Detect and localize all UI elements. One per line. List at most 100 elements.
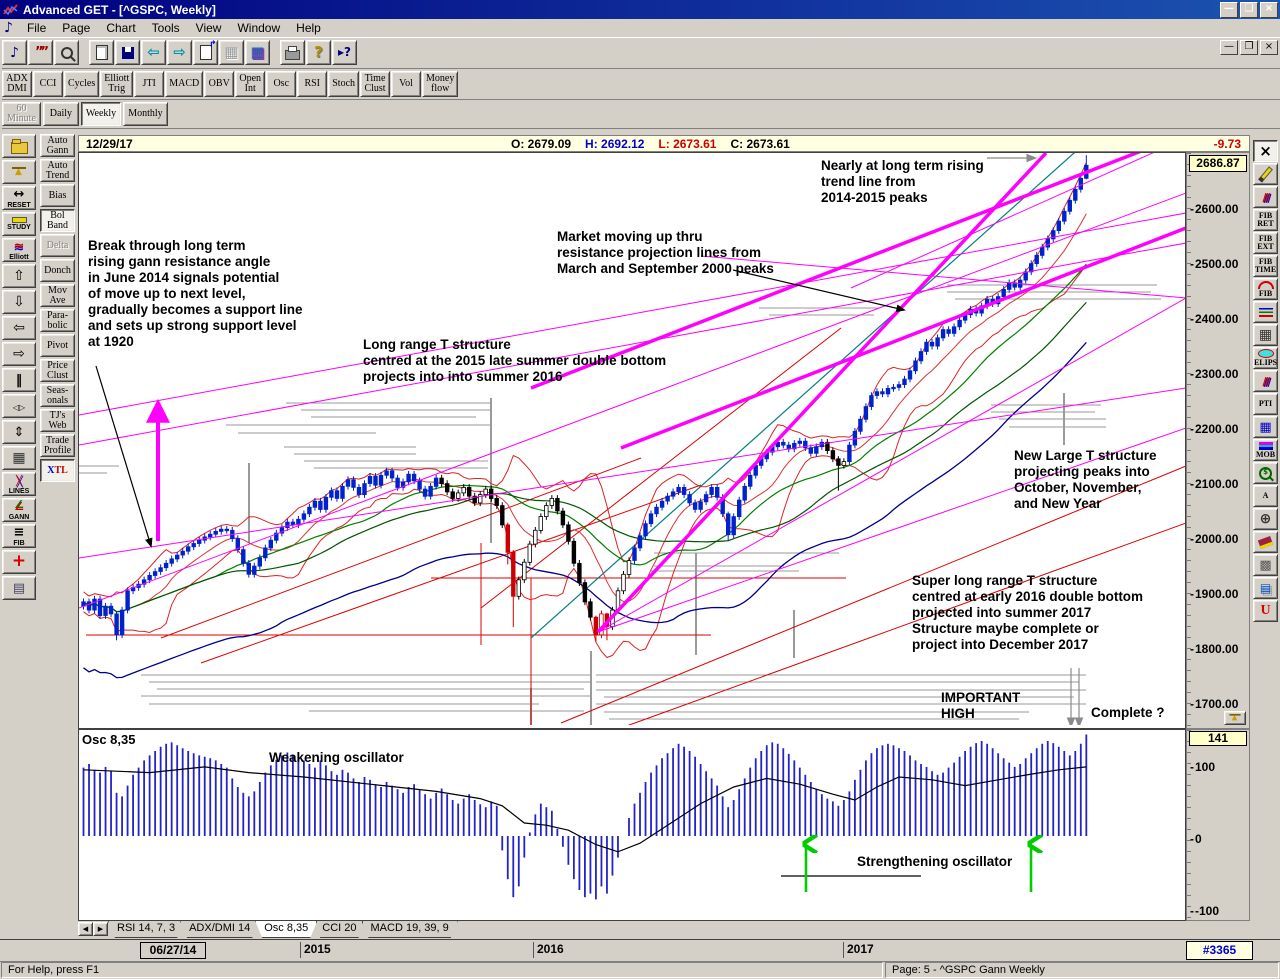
menu-page[interactable]: Page — [62, 21, 91, 35]
stoch-study-button[interactable]: Stoch — [328, 70, 360, 97]
oscillator-axis[interactable]: 141 100 0 -100 — [1186, 729, 1250, 921]
menu-chart[interactable]: Chart — [106, 21, 136, 35]
auto-trend-study-button[interactable]: Auto Trend — [40, 159, 75, 182]
menu-tools[interactable]: Tools — [151, 21, 180, 35]
seas-onals-study-button[interactable]: Seas- onals — [40, 384, 75, 407]
help-button[interactable] — [306, 40, 331, 65]
chart-button[interactable] — [2, 40, 27, 65]
auto-gann-study-button[interactable]: Auto Gann — [40, 134, 75, 157]
prev-page-button[interactable] — [141, 40, 166, 65]
timeframe-weekly-button[interactable]: Weekly — [80, 101, 122, 126]
tab-scroll-left-button[interactable]: ◀ — [78, 922, 93, 936]
jti-study-button[interactable]: JTI — [134, 70, 165, 97]
menu-window[interactable]: Window — [237, 21, 281, 35]
context-help-button[interactable] — [332, 40, 357, 65]
expand-up-button[interactable] — [2, 264, 36, 288]
menu-file[interactable]: File — [26, 21, 47, 35]
tab-cci-20[interactable]: CCI 20 — [313, 921, 365, 938]
fib-button[interactable]: FIB — [2, 524, 36, 548]
child-restore-button[interactable]: ❐ — [1240, 40, 1258, 55]
elliott-button[interactable]: Elliott — [2, 238, 36, 262]
template-button[interactable] — [245, 40, 270, 65]
zoom-horizontal-button[interactable] — [2, 394, 36, 418]
menu-view[interactable]: View — [195, 21, 222, 35]
price-axis[interactable]: 2686.87 2600.00 2500.00 2400.00 2300.00 2200… — [1186, 152, 1250, 729]
mob-grid-button[interactable] — [1253, 416, 1278, 438]
open-chart-button[interactable] — [2, 134, 36, 158]
price-finder-button[interactable] — [1253, 462, 1278, 484]
elliott-trig-study-button[interactable]: Elliott Trig — [100, 70, 134, 97]
mov-ave-study-button[interactable]: Mov Ave — [40, 284, 75, 307]
scroll-left-button[interactable] — [2, 316, 36, 340]
donch-study-button[interactable]: Donch — [40, 259, 75, 282]
zoom-vertical-button[interactable] — [2, 420, 36, 444]
axis-scales-button[interactable] — [1224, 711, 1246, 725]
close-button[interactable]: × — [1260, 2, 1278, 18]
timeframe-monthly-button[interactable]: Monthly — [123, 101, 168, 126]
crosshair-button[interactable] — [2, 550, 36, 574]
fib-extension-button[interactable]: FIB EXT — [1253, 232, 1278, 254]
print-button[interactable] — [280, 40, 305, 65]
text-tool-button[interactable]: A — [1253, 485, 1278, 507]
macd-study-button[interactable]: MACD — [165, 70, 204, 97]
tab-macd-19-39-9[interactable]: MACD 19, 39, 9 — [362, 921, 458, 938]
pages-button[interactable] — [1253, 577, 1278, 599]
xtl-study-button[interactable]: XTL — [40, 459, 75, 482]
lines-button[interactable]: LINES — [2, 472, 36, 496]
gann-fan-button[interactable] — [1253, 301, 1278, 323]
pti-button[interactable]: PTI — [1253, 393, 1278, 415]
bias-study-button[interactable]: Bias — [40, 184, 75, 207]
child-close-button[interactable]: × — [1260, 40, 1278, 55]
menu-help[interactable]: Help — [296, 21, 321, 35]
regression-button[interactable] — [1253, 370, 1278, 392]
reset-button[interactable]: RESET — [2, 186, 36, 210]
bar-spacing-button[interactable] — [2, 368, 36, 392]
magnet-button[interactable] — [1253, 600, 1278, 622]
expand-down-button[interactable] — [2, 290, 36, 314]
fib-retracement-button[interactable]: FIB RET — [1253, 209, 1278, 231]
cci-study-button[interactable]: CCI — [33, 70, 63, 97]
fib-circle-button[interactable]: FIB — [1253, 278, 1278, 300]
close-drawing-button[interactable] — [1253, 140, 1278, 162]
trade-profile-study-button[interactable]: Trade Profile — [40, 434, 75, 457]
goto-page-button[interactable] — [193, 40, 218, 65]
zoom-in-button[interactable] — [1253, 508, 1278, 530]
tab-osc-8-35[interactable]: Osc 8,35 — [255, 921, 317, 938]
ellipse-button[interactable]: ELIPS — [1253, 347, 1278, 369]
mob-button[interactable]: MOB — [1253, 439, 1278, 461]
tj-s-web-study-button[interactable]: TJ's Web — [40, 409, 75, 432]
bol-band-study-button[interactable]: Bol Band — [40, 209, 75, 232]
pencil-button[interactable] — [1253, 163, 1278, 185]
scales-button[interactable] — [2, 160, 36, 184]
pivot-study-button[interactable]: Pivot — [40, 334, 75, 357]
scroll-right-button[interactable] — [2, 342, 36, 366]
eraser-button[interactable] — [1253, 531, 1278, 553]
gann-button[interactable]: GANN — [2, 498, 36, 522]
open-int-study-button[interactable]: Open Int — [235, 70, 266, 97]
study-button[interactable]: STUDY — [2, 212, 36, 236]
properties-button[interactable] — [2, 576, 36, 600]
zoom-tool-button[interactable] — [54, 40, 79, 65]
quote-button[interactable] — [28, 40, 53, 65]
trendlines-button[interactable] — [1253, 186, 1278, 208]
save-button[interactable] — [115, 40, 140, 65]
grid-tool-button[interactable] — [1253, 324, 1278, 346]
cycles-study-button[interactable]: Cycles — [64, 70, 100, 97]
tab-scroll-right-button[interactable]: ▶ — [93, 922, 108, 936]
pattern-button[interactable] — [1253, 554, 1278, 576]
rsi-study-button[interactable]: RSI — [297, 70, 328, 97]
obv-study-button[interactable]: OBV — [204, 70, 235, 97]
price-chart-canvas[interactable]: Break through long term rising gann resis… — [78, 152, 1186, 729]
new-page-button[interactable] — [89, 40, 114, 65]
maximize-button[interactable]: ❑ — [1240, 2, 1258, 18]
osc-study-button[interactable]: Osc — [266, 70, 297, 97]
vol-study-button[interactable]: Vol — [391, 70, 422, 97]
adx-dmi-study-button[interactable]: ADX DMI — [2, 70, 32, 97]
fib-time-button[interactable]: FIB TIME — [1253, 255, 1278, 277]
grid-button[interactable] — [2, 446, 36, 470]
tab-rsi-14-7-3[interactable]: RSI 14, 7, 3 — [108, 921, 184, 938]
price-clust-study-button[interactable]: Price Clust — [40, 359, 75, 382]
time-clust-study-button[interactable]: Time Clust — [360, 70, 391, 97]
oscillator-canvas[interactable]: Osc 8,35 Weakening oscillator Strengtheni… — [78, 729, 1186, 921]
tab-adx-dmi-14[interactable]: ADX/DMI 14 — [180, 921, 259, 938]
